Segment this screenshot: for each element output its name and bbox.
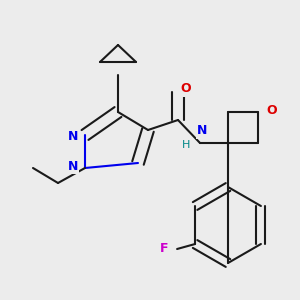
Text: N: N (197, 124, 207, 137)
Text: O: O (181, 82, 191, 95)
Text: F: F (160, 242, 168, 256)
Text: N: N (68, 130, 78, 143)
Text: O: O (267, 103, 277, 116)
Text: H: H (182, 140, 190, 150)
Text: N: N (68, 160, 78, 172)
